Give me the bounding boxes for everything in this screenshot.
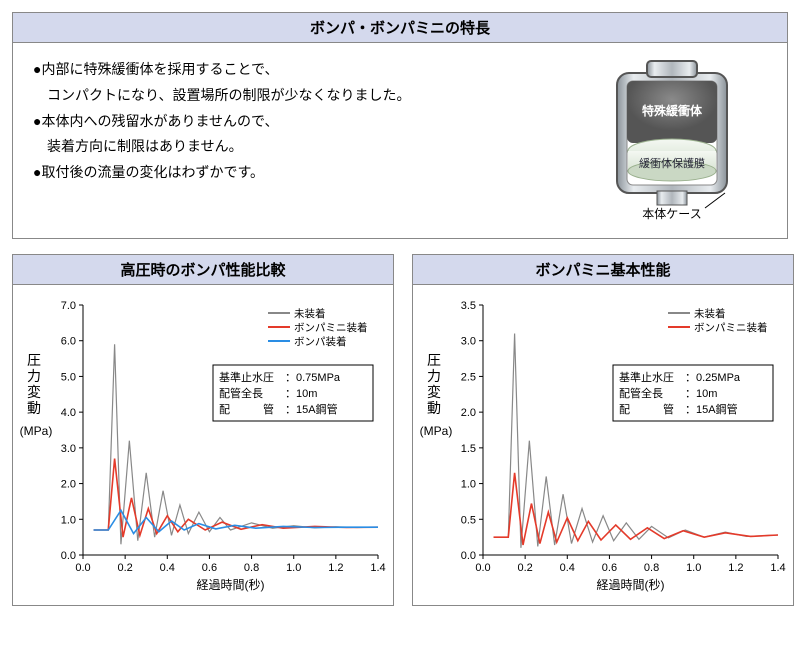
svg-text:圧: 圧 bbox=[27, 352, 41, 368]
svg-text:0.6: 0.6 bbox=[602, 562, 617, 574]
svg-text:7.0: 7.0 bbox=[61, 300, 76, 312]
svg-text:変: 変 bbox=[427, 384, 441, 400]
svg-text:：0.75MPa: ：0.75MPa bbox=[285, 372, 341, 384]
svg-text:配管全長: 配管全長 bbox=[219, 386, 263, 400]
svg-text:0.0: 0.0 bbox=[61, 550, 76, 562]
svg-text:2.0: 2.0 bbox=[461, 407, 476, 419]
svg-text:5.0: 5.0 bbox=[61, 371, 76, 383]
chart-left-panel: 高圧時のボンパ性能比較 0.01.02.03.04.05.06.07.00.00… bbox=[12, 254, 394, 606]
svg-text:0.4: 0.4 bbox=[560, 562, 575, 574]
svg-text:(MPa): (MPa) bbox=[20, 424, 53, 438]
svg-text:0.5: 0.5 bbox=[461, 514, 476, 526]
svg-text:0.0: 0.0 bbox=[75, 562, 90, 574]
svg-text:力: 力 bbox=[27, 368, 41, 384]
chart-right-title: ボンパミニ基本性能 bbox=[413, 255, 793, 285]
svg-text:0.8: 0.8 bbox=[644, 562, 659, 574]
svg-text:0.0: 0.0 bbox=[461, 550, 476, 562]
svg-text:1.5: 1.5 bbox=[461, 443, 476, 455]
features-panel: ボンパ・ボンパミニの特長 ●内部に特殊緩衝体を採用することで、 コンパクトになり… bbox=[12, 12, 788, 239]
features-list: ●内部に特殊緩衝体を採用することで、 コンパクトになり、設置場所の制限が少なくな… bbox=[33, 53, 597, 223]
feature-line: ●取付後の流量の変化はわずかです。 bbox=[33, 161, 597, 185]
svg-text:：10m: ：10m bbox=[685, 388, 717, 400]
svg-text:(MPa): (MPa) bbox=[420, 424, 453, 438]
svg-text:1.4: 1.4 bbox=[770, 562, 785, 574]
feature-line: ●本体内への残留水がありませんので、 bbox=[33, 110, 597, 134]
svg-text:6.0: 6.0 bbox=[61, 336, 76, 348]
svg-text:2.0: 2.0 bbox=[61, 479, 76, 491]
svg-text:1.0: 1.0 bbox=[461, 479, 476, 491]
feature-line: 装着方向に制限はありません。 bbox=[33, 135, 597, 159]
svg-text:4.0: 4.0 bbox=[61, 407, 76, 419]
svg-text:基準止水圧: 基準止水圧 bbox=[619, 370, 674, 384]
svg-text:配 管: 配 管 bbox=[219, 402, 274, 416]
svg-text:：15A鋼管: ：15A鋼管 bbox=[285, 402, 338, 416]
diagram-membrane-label: 緩衝体保護膜 bbox=[639, 156, 705, 170]
svg-text:1.0: 1.0 bbox=[61, 514, 76, 526]
svg-text:0.2: 0.2 bbox=[517, 562, 532, 574]
svg-text:3.0: 3.0 bbox=[461, 336, 476, 348]
svg-text:配管全長: 配管全長 bbox=[619, 386, 663, 400]
svg-text:1.2: 1.2 bbox=[328, 562, 343, 574]
chart-right-panel: ボンパミニ基本性能 0.0 0.5 1.0 1.5 2.0 2.5 3.0 3.5 0.0 0.2… bbox=[412, 254, 794, 606]
svg-text:1.2: 1.2 bbox=[728, 562, 743, 574]
feature-line: コンパクトになり、設置場所の制限が少なくなりました。 bbox=[33, 84, 597, 108]
svg-text:経過時間(秒): 経過時間(秒) bbox=[197, 578, 265, 592]
svg-text:力: 力 bbox=[427, 368, 441, 384]
svg-text:0.6: 0.6 bbox=[202, 562, 217, 574]
chart-right-svg: 0.0 0.5 1.0 1.5 2.0 2.5 3.0 3.5 0.0 0.2 0.4 0.6 0.8 1… bbox=[418, 295, 788, 595]
chart-left-title: 高圧時のボンパ性能比較 bbox=[13, 255, 393, 285]
svg-text:経過時間(秒): 経過時間(秒) bbox=[597, 578, 665, 592]
svg-text:1.4: 1.4 bbox=[370, 562, 385, 574]
svg-text:1.0: 1.0 bbox=[286, 562, 301, 574]
svg-text:0.8: 0.8 bbox=[244, 562, 259, 574]
diagram-buffer-label: 特殊緩衝体 bbox=[642, 103, 703, 118]
svg-text:ボンパミニ装着: ボンパミニ装着 bbox=[294, 321, 368, 334]
device-diagram: 特殊緩衝体 緩衝体保護膜 本体ケース bbox=[597, 53, 767, 223]
svg-text:2.5: 2.5 bbox=[461, 371, 476, 383]
svg-text:ボンパミニ装着: ボンパミニ装着 bbox=[694, 321, 768, 334]
svg-text:1.0: 1.0 bbox=[686, 562, 701, 574]
features-title: ボンパ・ボンパミニの特長 bbox=[13, 13, 787, 43]
svg-text:3.0: 3.0 bbox=[61, 443, 76, 455]
svg-text:動: 動 bbox=[27, 400, 41, 416]
svg-text:圧: 圧 bbox=[427, 352, 441, 368]
svg-text:：15A鋼管: ：15A鋼管 bbox=[685, 402, 738, 416]
svg-text:変: 変 bbox=[27, 384, 41, 400]
svg-text:配 管: 配 管 bbox=[619, 402, 674, 416]
svg-text:ボンパ装着: ボンパ装着 bbox=[294, 335, 347, 348]
svg-text:：0.25MPa: ：0.25MPa bbox=[685, 372, 741, 384]
svg-text:基準止水圧: 基準止水圧 bbox=[219, 370, 274, 384]
feature-line: ●内部に特殊緩衝体を採用することで、 bbox=[33, 58, 597, 82]
chart-left-svg: 0.0 1.0 2.0 3.0 4.0 5.0 6.0 7.0 0.0 0.2 0.4 0.6 0.8 1… bbox=[18, 295, 388, 595]
charts-row: 高圧時のボンパ性能比較 0.01.02.03.04.05.06.07.00.00… bbox=[12, 254, 788, 606]
features-body: ●内部に特殊緩衝体を採用することで、 コンパクトになり、設置場所の制限が少なくな… bbox=[13, 43, 787, 238]
svg-text:0.2: 0.2 bbox=[117, 562, 132, 574]
svg-text:未装着: 未装着 bbox=[294, 307, 326, 320]
svg-text:：10m: ：10m bbox=[285, 388, 317, 400]
svg-text:0.4: 0.4 bbox=[160, 562, 175, 574]
svg-text:動: 動 bbox=[427, 400, 441, 416]
svg-text:3.5: 3.5 bbox=[461, 300, 476, 312]
diagram-case-label: 本体ケース bbox=[642, 207, 701, 221]
svg-text:0.0: 0.0 bbox=[475, 562, 490, 574]
svg-text:未装着: 未装着 bbox=[694, 307, 726, 320]
